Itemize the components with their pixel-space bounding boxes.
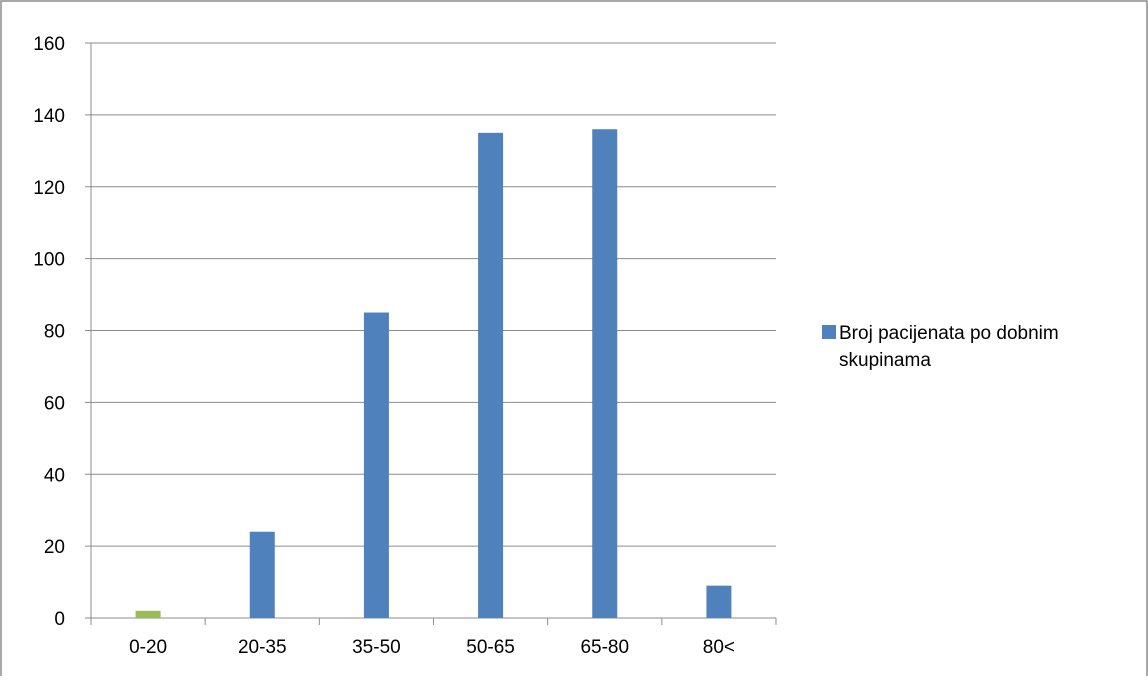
y-tick-label: 140 <box>33 106 65 127</box>
legend: Broj pacijenata po dobnim skupinama <box>822 320 1142 374</box>
x-tick-label: 50-65 <box>466 637 515 658</box>
bars <box>136 129 732 618</box>
bar-20-35 <box>250 532 275 618</box>
x-tick-label: 65-80 <box>580 637 629 658</box>
y-tick-label: 40 <box>44 465 65 486</box>
y-tick-labels: 0 20 40 60 80 100 120 140 160 <box>33 34 65 630</box>
y-tick-label: 0 <box>54 609 65 630</box>
x-tick-label: 20-35 <box>238 637 287 658</box>
x-tick-label: 0-20 <box>129 637 167 658</box>
bar-35-50 <box>364 313 389 618</box>
bar-80< <box>706 586 731 618</box>
bar-50-65 <box>478 133 503 618</box>
legend-label: Broj pacijenata po dobnim skupinama <box>839 320 1142 374</box>
y-tick-label: 80 <box>44 322 65 343</box>
bar-0-20 <box>136 611 161 618</box>
legend-swatch <box>822 325 836 339</box>
y-tick-label: 20 <box>44 537 65 558</box>
y-tick-label: 60 <box>44 393 65 414</box>
y-tick-label: 120 <box>33 178 65 199</box>
gridlines <box>91 43 776 546</box>
y-tick-label: 160 <box>33 34 65 55</box>
x-tick-labels: 0-20 20-35 35-50 50-65 65-80 80< <box>129 637 735 658</box>
x-tick-label: 35-50 <box>352 637 401 658</box>
bar-65-80 <box>592 129 617 618</box>
x-tick-label: 80< <box>703 637 735 658</box>
y-tick-label: 100 <box>33 250 65 271</box>
axes <box>85 43 776 625</box>
